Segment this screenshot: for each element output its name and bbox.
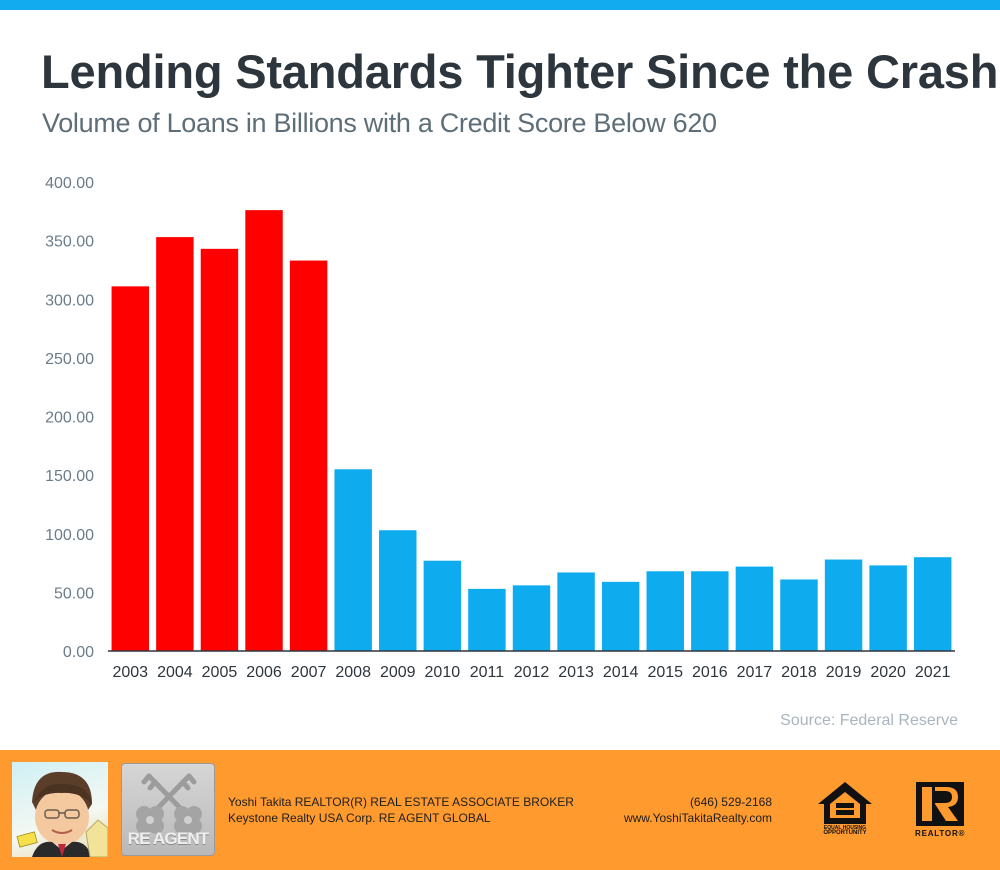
bar-2012 [512, 585, 551, 651]
top-accent-stripe [0, 0, 1000, 10]
equal-housing-logo: EQUAL HOUSING OPPORTUNITY [816, 780, 874, 840]
x-tick-label: 2014 [603, 664, 639, 681]
bar-2021 [913, 557, 952, 651]
bar-2017 [735, 566, 774, 651]
bars [111, 210, 952, 652]
y-axis: 0.00 50.00 100.00 150.00 200.00 250.00 300.00 3… [45, 175, 94, 661]
y-tick-label: 350.00 [45, 234, 94, 251]
agent-name-title: Yoshi Takita REALTOR(R) REAL ESTATE ASSO… [228, 795, 574, 809]
x-tick-label: 2009 [380, 664, 416, 681]
y-tick-label: 250.00 [45, 351, 94, 368]
agent-phone[interactable]: (646) 529-2168 [689, 795, 772, 809]
bar-2008 [334, 469, 372, 651]
realtor-label: REALTOR® [915, 829, 966, 838]
x-tick-label: 2005 [202, 664, 238, 681]
agent-photo [12, 762, 108, 857]
x-tick-label: 2004 [157, 664, 193, 681]
re-agent-logo: RE AGENT [121, 763, 215, 856]
bar-chart: 0.00 50.00 100.00 150.00 200.00 250.00 300.00 3… [45, 175, 955, 681]
y-tick-label: 0.00 [63, 644, 94, 661]
y-tick-label: 400.00 [45, 175, 94, 192]
realtor-r-icon [916, 782, 964, 826]
bar-2018 [780, 579, 818, 651]
equal-housing-label: EQUAL HOUSING [823, 825, 867, 831]
x-tick-label: 2003 [112, 664, 148, 681]
bar-2015 [646, 571, 684, 651]
bar-2011 [468, 588, 506, 651]
y-tick-label: 100.00 [45, 527, 94, 544]
x-tick-label: 2006 [246, 664, 282, 681]
chart-subtitle: Volume of Loans in Billions with a Credi… [42, 108, 717, 138]
source-note: Source: Federal Reserve [780, 712, 958, 729]
y-tick-label: 50.00 [54, 585, 94, 602]
x-tick-label: 2019 [826, 664, 862, 681]
bar-2004 [156, 237, 194, 652]
bar-2010 [423, 560, 462, 651]
bar-2009 [379, 530, 417, 651]
x-tick-label: 2016 [692, 664, 728, 681]
bar-2003 [111, 286, 150, 651]
bar-2020 [869, 565, 907, 651]
x-tick-label: 2020 [870, 664, 906, 681]
x-axis: 2003 2004 2005 2006 2007 2008 2009 2010 2011 2012… [112, 664, 950, 681]
x-tick-label: 2012 [514, 664, 550, 681]
x-tick-label: 2017 [737, 664, 773, 681]
x-tick-label: 2008 [335, 664, 371, 681]
agent-caricature-icon [16, 771, 108, 857]
bar-2006 [245, 210, 283, 651]
bar-2005 [200, 248, 239, 651]
x-tick-label: 2010 [425, 664, 461, 681]
re-agent-logo-label: RE AGENT [127, 829, 210, 848]
chart-title: Lending Standards Tighter Since the Cras… [41, 45, 999, 98]
x-tick-label: 2021 [915, 664, 951, 681]
agent-brokerage: Keystone Realty USA Corp. RE AGENT GLOBA… [228, 811, 491, 825]
bar-2019 [824, 559, 863, 651]
crossed-keys-icon [136, 773, 202, 834]
bar-2013 [557, 572, 595, 651]
bar-2014 [601, 581, 640, 651]
x-tick-label: 2013 [558, 664, 594, 681]
equal-housing-house-icon [818, 782, 872, 824]
realtor-logo: REALTOR® [915, 782, 965, 840]
bar-2016 [691, 571, 729, 651]
agent-footer: RE AGENT Yoshi Takita REALTOR(R) REAL ES… [0, 750, 1000, 870]
equal-housing-label-2: OPPORTUNITY [823, 830, 867, 836]
y-tick-label: 300.00 [45, 292, 94, 309]
x-tick-label: 2018 [781, 664, 817, 681]
agent-website-link[interactable]: www.YoshiTakitaRealty.com [623, 811, 772, 825]
bar-2007 [289, 260, 328, 651]
y-tick-label: 150.00 [45, 468, 94, 485]
x-tick-label: 2015 [647, 664, 683, 681]
y-tick-label: 200.00 [45, 410, 94, 427]
x-tick-label: 2007 [291, 664, 327, 681]
x-tick-label: 2011 [470, 664, 505, 681]
